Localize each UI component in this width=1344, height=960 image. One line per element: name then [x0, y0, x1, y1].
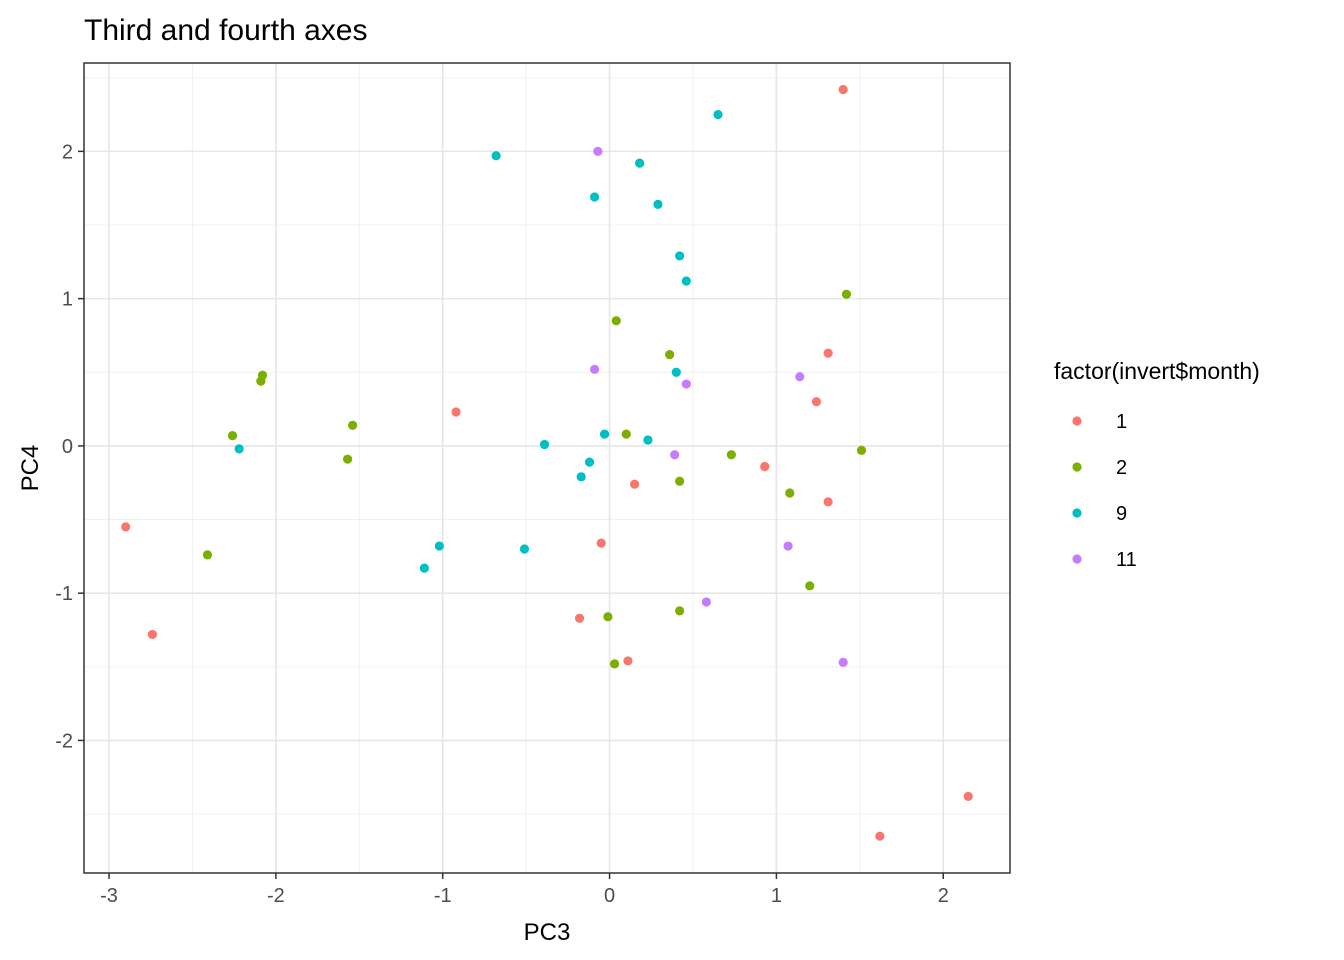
data-point-month-2 — [202, 550, 213, 560]
data-point-month-1 — [574, 613, 585, 623]
data-point-month-2 — [256, 376, 266, 386]
legend-key-2 — [1072, 462, 1082, 472]
data-point-month-1 — [451, 407, 461, 417]
data-point-month-2 — [348, 420, 358, 430]
data-point-month-9 — [599, 429, 610, 439]
data-point-month-2 — [227, 431, 238, 441]
data-point-month-1 — [147, 629, 158, 640]
legend-label-11: 11 — [1116, 549, 1137, 571]
data-points — [121, 84, 973, 841]
data-point-month-1 — [823, 497, 833, 507]
y-tick-label: -1 — [55, 583, 73, 605]
plot-panel-border — [83, 62, 1011, 874]
data-point-month-2 — [785, 488, 795, 498]
data-point-month-2 — [856, 445, 867, 455]
y-tick-label: 2 — [62, 141, 73, 163]
data-point-month-2 — [805, 581, 815, 591]
legend-label-2: 2 — [1116, 457, 1127, 479]
x-axis-title: PC3 — [524, 919, 571, 946]
data-point-month-9 — [635, 158, 645, 168]
series-11 — [589, 146, 848, 668]
data-point-month-9 — [419, 563, 429, 573]
legend-key-9 — [1072, 508, 1082, 518]
data-point-month-9 — [653, 199, 663, 209]
data-point-month-9 — [491, 151, 501, 161]
data-point-month-11 — [783, 541, 793, 551]
data-point-month-1 — [875, 831, 885, 841]
data-point-month-9 — [675, 251, 685, 261]
data-point-month-9 — [539, 439, 550, 450]
data-point-month-2 — [726, 450, 736, 460]
data-point-month-9 — [713, 109, 723, 120]
y-tick-label: 0 — [62, 436, 73, 458]
data-point-month-9 — [681, 276, 691, 286]
data-point-month-11 — [589, 364, 600, 374]
data-point-month-2 — [343, 454, 353, 464]
x-tick-label: 1 — [771, 885, 782, 907]
legend-label-9: 9 — [1116, 503, 1127, 525]
data-point-month-2 — [675, 606, 685, 616]
grid — [84, 63, 1010, 873]
data-point-month-2 — [621, 429, 631, 439]
data-point-month-1 — [623, 656, 633, 666]
data-point-month-9 — [584, 457, 595, 467]
legend: factor(invert$month) 1 2 9 11 — [1054, 358, 1260, 571]
data-point-month-2 — [603, 612, 613, 622]
data-point-month-2 — [609, 659, 620, 669]
x-tick-label: -3 — [100, 885, 118, 907]
data-point-month-9 — [519, 544, 530, 554]
data-point-month-9 — [643, 435, 653, 445]
legend-key-1 — [1072, 416, 1082, 426]
chart-title: Third and fourth axes — [84, 14, 368, 47]
data-point-month-11 — [795, 372, 805, 382]
legend-label-1: 1 — [1116, 411, 1127, 433]
series-2 — [202, 289, 867, 669]
data-point-month-1 — [629, 479, 640, 489]
series-9 — [234, 109, 723, 573]
y-axis-title: PC4 — [17, 445, 44, 492]
data-point-month-11 — [593, 146, 603, 156]
data-point-month-1 — [121, 522, 131, 532]
x-tick-label: 0 — [604, 885, 615, 907]
data-point-month-2 — [611, 316, 621, 326]
legend-key-11 — [1072, 554, 1082, 564]
data-point-month-1 — [838, 84, 848, 95]
series-1 — [121, 84, 973, 841]
data-point-month-2 — [665, 350, 675, 360]
y-tick-label: 1 — [62, 289, 73, 311]
data-point-month-1 — [811, 397, 822, 407]
data-point-month-11 — [681, 379, 691, 389]
y-tick-label: -2 — [55, 730, 73, 752]
axis-ticks: -3 -2 -1 0 1 2 -2 -1 0 1 2 — [55, 141, 949, 907]
data-point-month-11 — [838, 657, 848, 668]
data-point-month-1 — [760, 461, 770, 472]
x-tick-label: -1 — [434, 885, 452, 907]
x-tick-label: -2 — [267, 885, 285, 907]
data-point-month-11 — [670, 450, 680, 460]
data-point-month-9 — [234, 444, 244, 454]
x-tick-label: 2 — [938, 885, 949, 907]
data-point-month-9 — [589, 192, 600, 202]
data-point-month-1 — [823, 348, 833, 358]
data-point-month-2 — [675, 476, 685, 486]
data-point-month-9 — [671, 367, 681, 377]
data-point-month-9 — [576, 472, 586, 482]
data-point-month-1 — [963, 791, 973, 802]
data-point-month-9 — [434, 541, 444, 551]
data-point-month-11 — [701, 597, 711, 607]
data-point-month-2 — [841, 289, 852, 299]
data-point-month-1 — [596, 538, 606, 548]
legend-title: factor(invert$month) — [1054, 358, 1260, 384]
